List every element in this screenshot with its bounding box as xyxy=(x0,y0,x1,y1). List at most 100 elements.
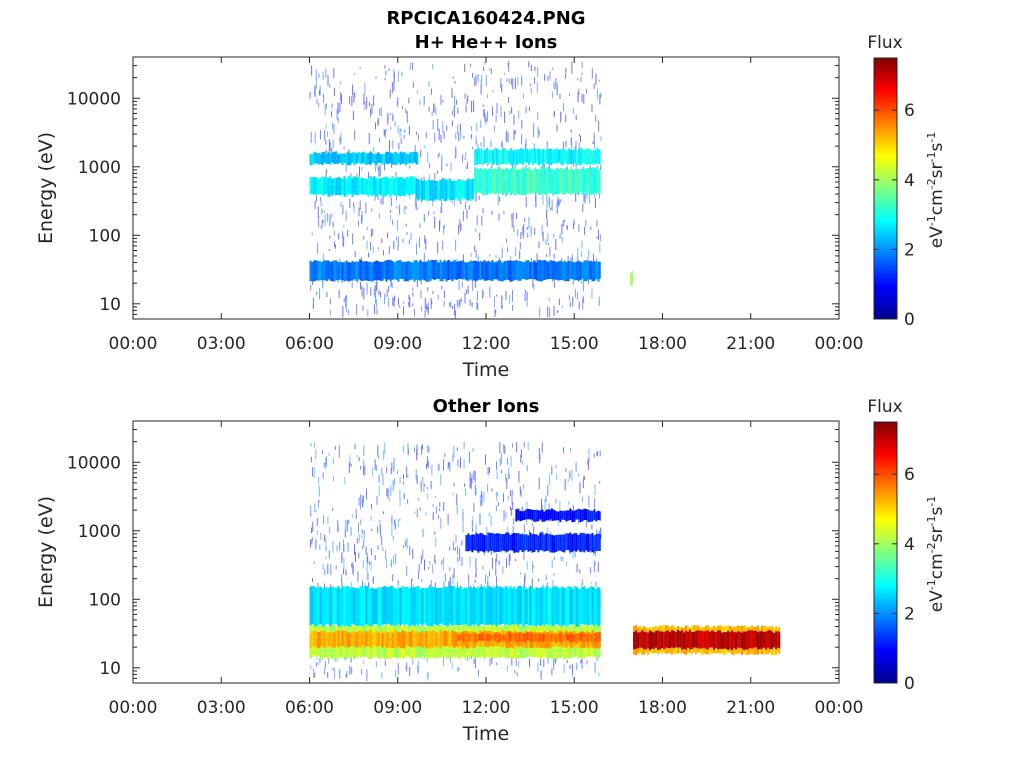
heatmap-cell xyxy=(556,148,559,164)
heatmap-cell xyxy=(549,260,552,280)
heatmap-cell xyxy=(561,510,564,520)
heatmap-speck xyxy=(432,564,434,574)
heatmap-speck xyxy=(449,576,451,589)
x-tick-label: 09:00 xyxy=(373,698,422,718)
heatmap-speck xyxy=(575,114,577,121)
heatmap-speck xyxy=(361,214,362,224)
heatmap-speck xyxy=(442,654,444,666)
heatmap-speck xyxy=(372,229,374,236)
heatmap-speck xyxy=(420,279,422,285)
heatmap-speck xyxy=(545,574,547,581)
heatmap-cell xyxy=(543,511,546,522)
heatmap-speck xyxy=(447,462,449,470)
heatmap-cell xyxy=(458,634,461,641)
heatmap-speck xyxy=(510,78,512,86)
heatmap-cell xyxy=(459,179,462,201)
heatmap-speck xyxy=(398,297,399,305)
heatmap-speck xyxy=(524,293,526,302)
heatmap-cell xyxy=(517,585,520,626)
heatmap-speck xyxy=(541,499,542,511)
heatmap-speck xyxy=(474,656,476,669)
heatmap-speck xyxy=(402,106,403,110)
heatmap-speck xyxy=(470,252,472,257)
heatmap-cell xyxy=(491,587,494,626)
heatmap-band-3 xyxy=(456,631,601,644)
heatmap-cell xyxy=(401,177,404,196)
heatmap-speck xyxy=(478,195,480,200)
heatmap-cell xyxy=(701,630,704,649)
heatmap-cell xyxy=(321,152,324,166)
heatmap-cell xyxy=(411,152,414,163)
heatmap-cell xyxy=(413,260,416,282)
heatmap-cell xyxy=(485,261,488,281)
heatmap-speck xyxy=(392,574,394,582)
heatmap-cell xyxy=(500,150,503,165)
heatmap-cell xyxy=(371,631,374,649)
heatmap-speck xyxy=(495,294,497,297)
heatmap-speck xyxy=(329,142,331,152)
heatmap-speck xyxy=(343,557,345,570)
heatmap-speck xyxy=(539,307,541,317)
heatmap-speck xyxy=(318,215,320,228)
heatmap-cell xyxy=(545,533,548,551)
heatmap-speck xyxy=(322,219,324,224)
heatmap-speck xyxy=(520,572,521,575)
heatmap-cell xyxy=(351,177,354,198)
heatmap-cell xyxy=(494,632,497,641)
heatmap-speck xyxy=(400,128,402,132)
heatmap-speck xyxy=(518,110,520,119)
heatmap-cell xyxy=(429,586,432,627)
heatmap-cell xyxy=(471,261,474,281)
heatmap-cell xyxy=(441,262,444,282)
heatmap-speck xyxy=(483,491,485,502)
heatmap-cell xyxy=(573,510,576,522)
heatmap-speck xyxy=(366,669,368,682)
heatmap-cell xyxy=(355,587,358,626)
heatmap-cell xyxy=(317,260,320,281)
heatmap-cell xyxy=(331,261,334,282)
heatmap-cell xyxy=(413,587,416,627)
heatmap-speck xyxy=(479,233,481,241)
heatmap-cell xyxy=(552,149,555,164)
heatmap-speck xyxy=(319,544,321,550)
heatmap-speck xyxy=(578,301,580,308)
heatmap-speck xyxy=(366,240,368,250)
heatmap-cell xyxy=(417,585,420,627)
heatmap-cell xyxy=(562,148,565,166)
heatmap-cell xyxy=(405,261,408,282)
heatmap-speck xyxy=(579,482,581,494)
heatmap-cell xyxy=(592,168,595,195)
heatmap-speck xyxy=(564,479,566,491)
heatmap-cell xyxy=(349,153,352,165)
heatmap-cell xyxy=(530,169,533,194)
heatmap-cell xyxy=(589,534,592,552)
heatmap-speck xyxy=(434,173,436,182)
heatmap-speck xyxy=(315,539,317,550)
heatmap-speck xyxy=(420,290,422,299)
heatmap-speck xyxy=(537,112,539,120)
heatmap-cell xyxy=(533,588,536,626)
heatmap-speck xyxy=(368,252,369,258)
heatmap-speck xyxy=(556,124,558,132)
y-tick-label: 100 xyxy=(89,590,121,610)
heatmap-speck xyxy=(452,76,454,79)
heatmap-speck xyxy=(426,658,428,663)
heatmap-cell xyxy=(387,177,390,195)
heatmap-cell xyxy=(451,181,454,201)
heatmap-cell xyxy=(549,534,552,553)
heatmap-cell xyxy=(539,259,542,282)
heatmap-speck xyxy=(375,293,377,304)
heatmap-cell xyxy=(415,152,418,165)
heatmap-speck xyxy=(332,475,334,481)
heatmap-speck xyxy=(361,166,363,172)
heatmap-cell xyxy=(367,587,370,626)
heatmap-speck xyxy=(353,202,355,207)
heatmap-cell xyxy=(588,149,591,165)
heatmap-speck xyxy=(549,473,551,486)
heatmap-speck xyxy=(421,177,422,181)
heatmap-speck xyxy=(487,94,488,98)
heatmap-speck xyxy=(414,144,416,157)
heatmap-speck xyxy=(443,225,445,234)
heatmap-cell xyxy=(534,632,537,642)
heatmap-speck xyxy=(508,554,510,566)
